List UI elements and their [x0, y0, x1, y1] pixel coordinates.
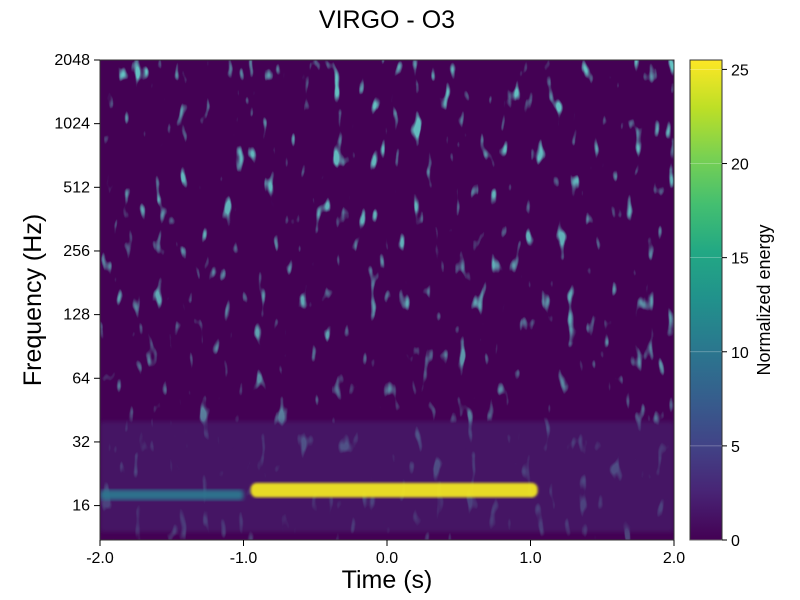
- x-axis-label: Time (s): [342, 566, 433, 594]
- colorbar-tick-label: 5: [731, 439, 740, 456]
- colorbar: [689, 59, 723, 541]
- x-tick-label: 1.0: [519, 550, 541, 567]
- y-tick-label: 2048: [54, 52, 90, 69]
- y-tick-label: 1024: [54, 116, 90, 133]
- heatmap-feature: [100, 489, 244, 501]
- heatmap-feature: [100, 421, 674, 533]
- plot-area: [100, 60, 674, 540]
- colorbar-tick-label: 20: [731, 157, 749, 174]
- x-tick-label: 2.0: [663, 550, 685, 567]
- colorbar-label: Normalized energy: [754, 224, 774, 375]
- colorbar-tick-label: 10: [731, 345, 749, 362]
- x-tick-label: 0.0: [376, 550, 398, 567]
- colorbar-tick-label: 15: [731, 251, 749, 268]
- y-tick-label: 256: [63, 243, 90, 260]
- y-tick-label: 32: [72, 434, 90, 451]
- colorbar-tick-label: 25: [731, 62, 749, 79]
- y-tick-label: 128: [63, 307, 90, 324]
- y-tick-label: 512: [63, 179, 90, 196]
- x-tick-label: -1.0: [230, 550, 258, 567]
- y-axis-ticks: 16 32 64 128 256 512 1024 2048: [54, 52, 100, 515]
- x-tick-label: -2.0: [86, 550, 114, 567]
- chart-title: VIRGO - O3: [319, 6, 455, 34]
- colorbar-ticks: 0 5 10 15 20 25: [690, 62, 749, 550]
- y-tick-label: 64: [72, 370, 90, 387]
- y-axis-label: Frequency (Hz): [19, 214, 47, 386]
- heatmap-feature: [250, 482, 538, 498]
- colorbar-tick-label: 0: [731, 533, 740, 550]
- y-tick-label: 16: [72, 498, 90, 515]
- x-axis-ticks: -2.0 -1.0 0.0 1.0 2.0: [86, 540, 685, 567]
